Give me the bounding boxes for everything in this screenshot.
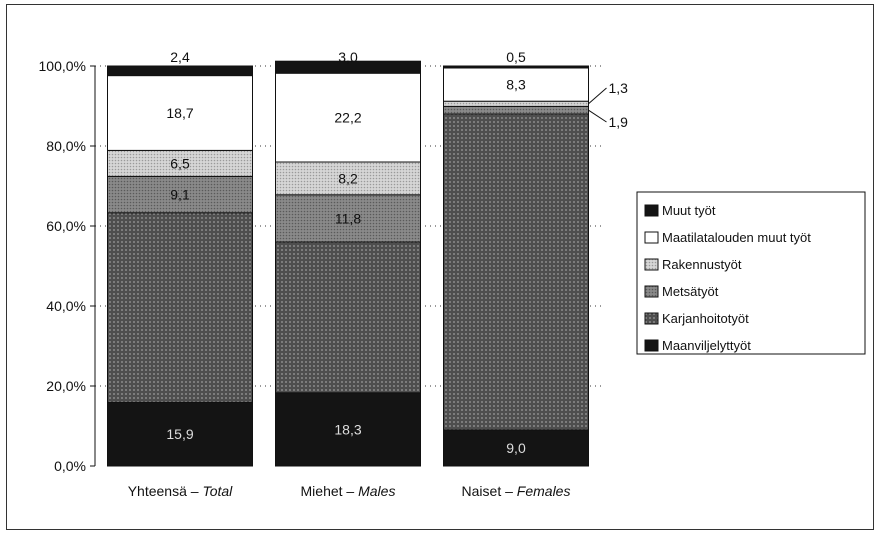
legend-label: Rakennustyöt (662, 257, 742, 272)
data-labels: 15,9 9,1 6,5 18,7 2,4 18,3 11,8 8,2 22,2 3,0 9,0 1,… (166, 49, 628, 456)
data-label: 15,9 (166, 426, 193, 442)
bar-segment-muut-ty-t (275, 60, 421, 74)
bar-segment-karjanhoitoty-t (107, 212, 253, 403)
data-label: 18,7 (166, 105, 193, 121)
y-tick-label: 0,0% (54, 458, 86, 474)
legend-swatch-rakennusty-t (644, 258, 659, 271)
category-label: Miehet – Males (301, 483, 396, 499)
data-label: 18,3 (334, 421, 361, 437)
legend-box (636, 191, 866, 355)
legend-swatch-mets-ty-t (644, 285, 659, 298)
category-label: Naiset – Females (462, 483, 571, 499)
data-label: 8,3 (506, 77, 526, 93)
bar-segment-rakennusty-t (107, 149, 253, 177)
legend-label: Maatilatalouden muut työt (662, 230, 811, 245)
data-label: 2,4 (170, 49, 190, 65)
legend-swatch-karjanhoitoty-t (644, 312, 659, 325)
legend-label: Metsätyöt (662, 284, 719, 299)
axes: 0,0% 20,0% 40,0% 60,0% 80,0% 100,0% Yhteensä –… (39, 58, 571, 499)
bar-segment-mets-ty-t (443, 105, 589, 115)
y-tick-label: 80,0% (46, 138, 86, 154)
y-tick-label: 60,0% (46, 218, 86, 234)
y-tick-label: 100,0% (39, 58, 86, 74)
bar-segment-maatilatalouden-muut-ty-t (275, 72, 421, 163)
bar-segment-muut-ty-t (443, 65, 589, 69)
data-label: 1,3 (609, 80, 629, 96)
legend-swatch-maanviljelytty-t (644, 339, 659, 352)
bar-segment-mets-ty-t (107, 175, 253, 214)
data-label: 11,8 (335, 210, 361, 226)
legend-label: Maanviljelyttyöt (662, 338, 751, 353)
data-label: 8,2 (338, 170, 358, 186)
legend-label: Karjanhoitotyöt (662, 311, 749, 326)
bar-segment-karjanhoitoty-t (443, 113, 589, 431)
bar-segment-rakennusty-t (443, 100, 589, 107)
leader-line (588, 109, 607, 123)
data-label: 3,0 (338, 49, 358, 65)
data-label: 9,0 (506, 440, 526, 456)
chart-frame (6, 4, 874, 530)
data-label: 6,5 (170, 155, 190, 171)
leader-line (588, 87, 607, 105)
bar-segment-muut-ty-t (107, 65, 253, 77)
bar-segment-maanviljelytty-t (443, 429, 589, 467)
legend: Muut työt Maatilatalouden muut työt Rakenn… (636, 191, 866, 355)
data-label: 1,9 (609, 114, 629, 130)
bar-segment-mets-ty-t (275, 194, 421, 243)
bars (107, 60, 589, 467)
legend-swatch-muut-ty-t (644, 204, 659, 217)
data-label: 9,1 (170, 187, 190, 203)
legend-swatch-maatilatalouden-muut-ty-t (644, 231, 659, 244)
y-tick-label: 40,0% (46, 298, 86, 314)
category-label: Yhteensä – Total (128, 483, 233, 499)
bar-segment-rakennusty-t (275, 161, 421, 196)
y-tick-label: 20,0% (46, 378, 86, 394)
legend-label: Muut työt (662, 203, 716, 218)
bar-segment-karjanhoitoty-t (275, 241, 421, 394)
data-label: 0,5 (506, 49, 526, 65)
bar-segment-maatilatalouden-muut-ty-t (107, 75, 253, 151)
data-label: 22,2 (334, 110, 361, 126)
